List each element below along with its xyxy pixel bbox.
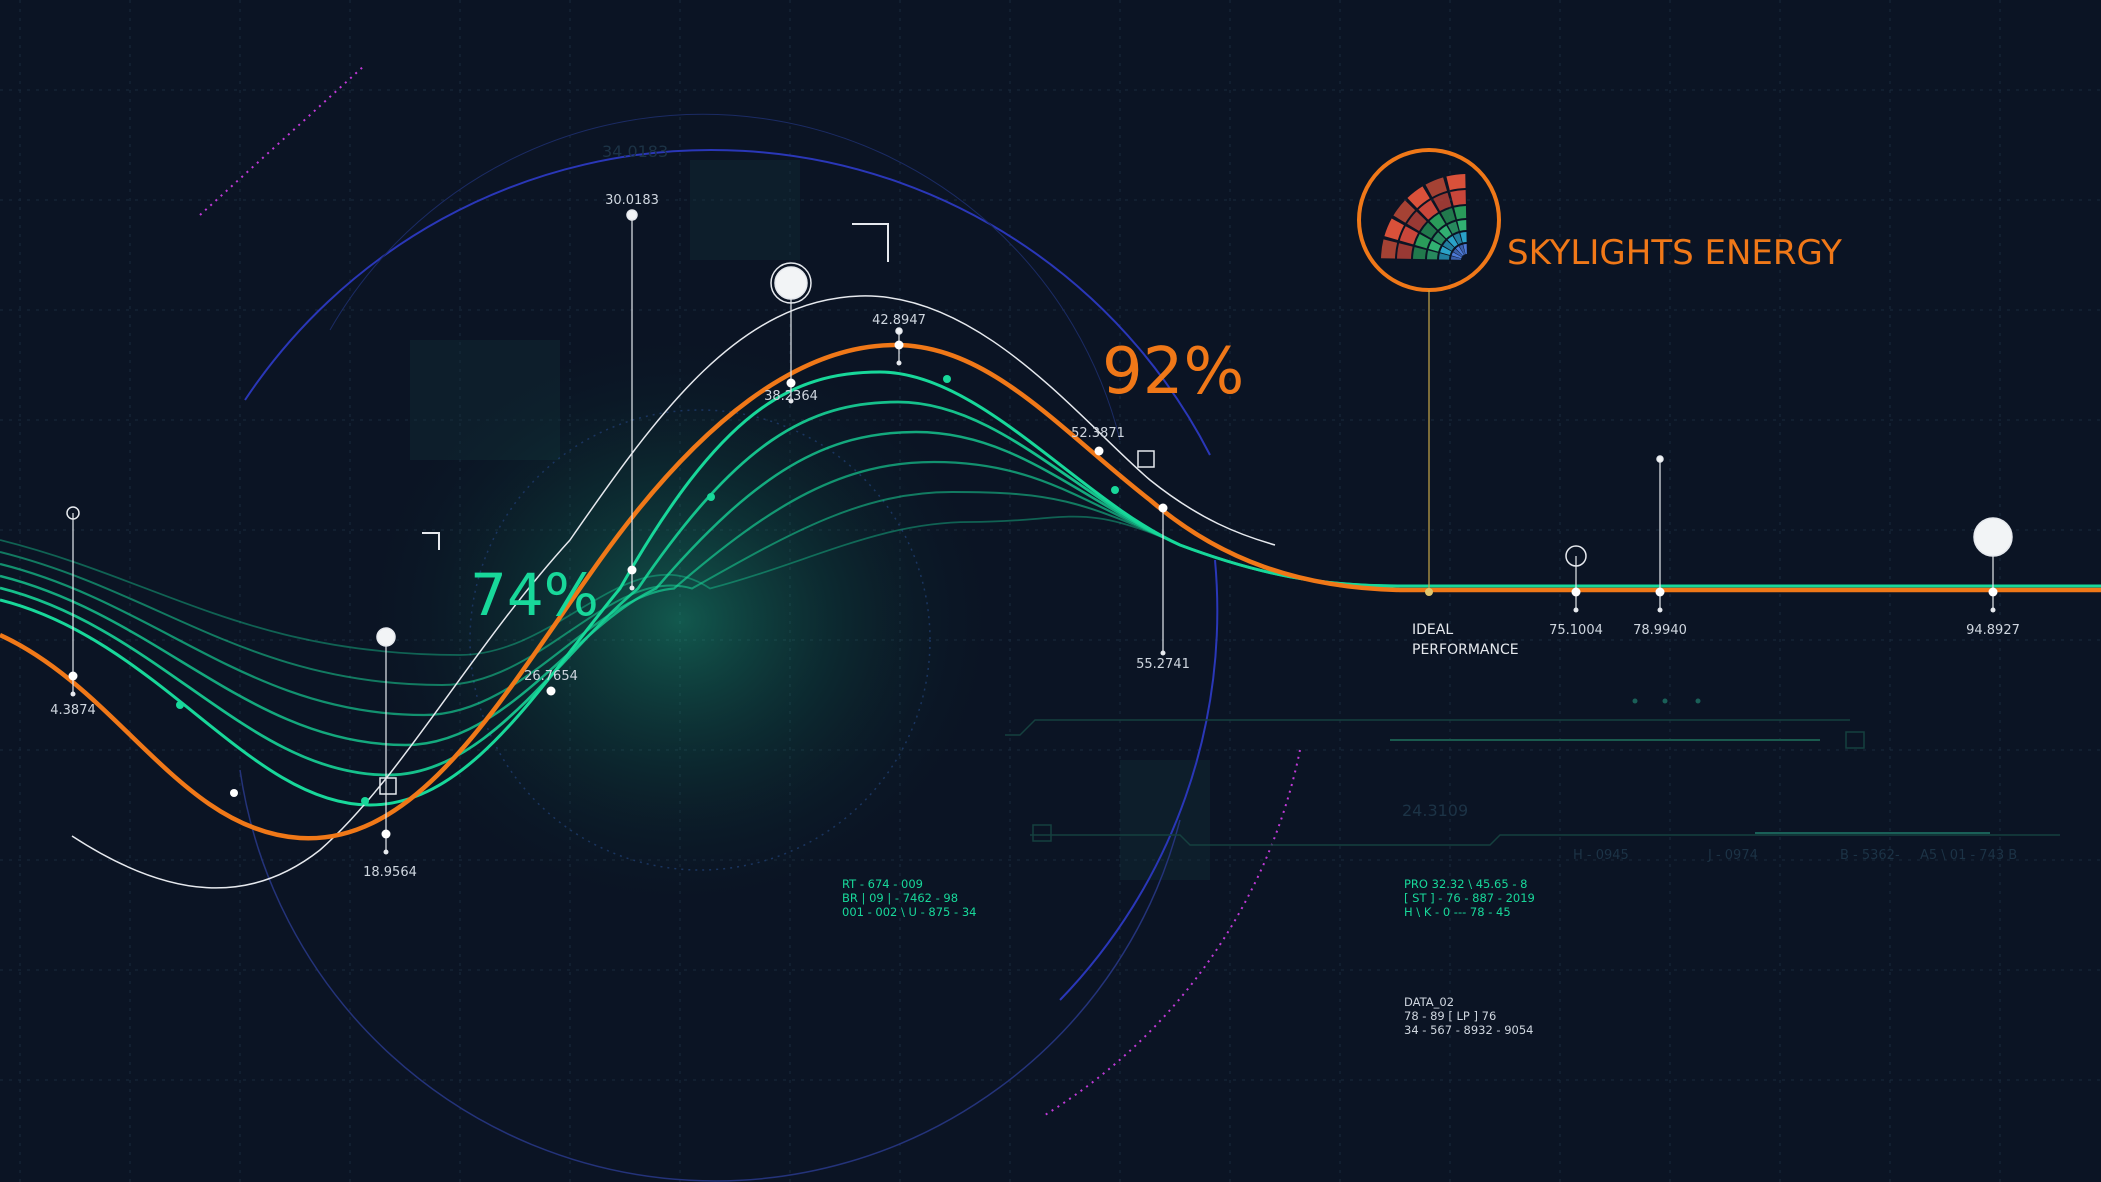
green-glow bbox=[350, 320, 1010, 920]
green-curve-6 bbox=[0, 515, 1401, 656]
ghost-row-3: B - 5362- bbox=[1840, 848, 1900, 863]
point-value-label: 94.8927 bbox=[1966, 623, 2020, 638]
corner-brackets bbox=[422, 223, 889, 550]
point-dot bbox=[381, 829, 391, 839]
point-marker-top bbox=[1565, 545, 1587, 567]
point-value-label: 18.9564 bbox=[363, 865, 417, 880]
ghost-text: 34.0183 24.3109 H - 0945 J - 0974 B - 53… bbox=[602, 142, 2017, 863]
ideal-label-line1: IDEAL bbox=[1412, 622, 1453, 638]
green-curve-5 bbox=[0, 490, 1401, 687]
data-point-7: 52.3871 bbox=[1071, 426, 1125, 456]
data-block-1: RT - 674 - 009 BR | 09 | - 7462 - 98 001… bbox=[842, 877, 976, 919]
data-block-2: PRO 32.32 \ 45.65 - 8 [ ST ] - 76 - 887 … bbox=[1404, 877, 1535, 919]
data-point-5: 38.2364 bbox=[764, 262, 818, 404]
green-curves bbox=[0, 370, 1401, 807]
svg-text:34 - 567 - 8932 - 9054: 34 - 567 - 8932 - 9054 bbox=[1404, 1023, 1534, 1037]
point-value-label: 52.3871 bbox=[1071, 426, 1125, 441]
ideal-label-line2: PERFORMANCE bbox=[1412, 642, 1519, 658]
svg-text:DATA_02: DATA_02 bbox=[1404, 995, 1454, 1009]
curve-markers bbox=[176, 375, 1155, 805]
data-point-2: 18.9564 bbox=[363, 627, 417, 880]
ghost-value-mid: 24.3109 bbox=[1402, 801, 1468, 820]
svg-text:RT - 674 - 009: RT - 674 - 009 bbox=[842, 877, 923, 891]
square-marker-right bbox=[1137, 450, 1155, 468]
radar-rings bbox=[199, 64, 1301, 1182]
point-dot bbox=[68, 671, 78, 681]
data-point-6: 42.8947 bbox=[872, 313, 926, 366]
point-marker-top bbox=[626, 209, 638, 221]
point-dot bbox=[1158, 503, 1168, 513]
svg-text:001 - 002 \ U - 875 - 34: 001 - 002 \ U - 875 - 34 bbox=[842, 905, 976, 919]
point-dot bbox=[1571, 587, 1581, 597]
data-point-4: 26.7654 bbox=[524, 669, 578, 696]
svg-text:78 - 89 [ LP ] 76: 78 - 89 [ LP ] 76 bbox=[1404, 1009, 1496, 1023]
point-value-label: 78.9940 bbox=[1633, 623, 1687, 638]
data-point-10: 78.9940 bbox=[1633, 455, 1687, 638]
svg-text:BR | 09 | - 7462 - 98: BR | 09 | - 7462 - 98 bbox=[842, 891, 958, 905]
point-marker-top bbox=[774, 266, 808, 300]
data-point-9: 75.1004 bbox=[1549, 545, 1603, 638]
tech-lines bbox=[1005, 698, 2060, 846]
point-dot bbox=[1655, 587, 1665, 597]
point-dot bbox=[1988, 587, 1998, 597]
point-value-label: 26.7654 bbox=[524, 669, 578, 684]
brand-name: SKYLIGHTS ENERGY bbox=[1507, 233, 1842, 273]
ghost-value-top: 34.0183 bbox=[602, 142, 668, 161]
data-block-3: DATA_02 78 - 89 [ LP ] 76 34 - 567 - 893… bbox=[1404, 995, 1534, 1037]
point-marker-top bbox=[1656, 455, 1664, 463]
radial-fan-logo-icon bbox=[1381, 174, 1467, 260]
percent-74-label: 74% bbox=[470, 561, 599, 629]
point-marker-top bbox=[66, 506, 80, 520]
svg-text:[ ST ] - 76 - 887 - 2019: [ ST ] - 76 - 887 - 2019 bbox=[1404, 891, 1535, 905]
point-value-label: 30.0183 bbox=[605, 193, 659, 208]
point-value-label: 55.2741 bbox=[1136, 657, 1190, 672]
point-dot bbox=[894, 340, 904, 350]
ghost-row-4: A5 \ 01 - 743 B bbox=[1920, 848, 2017, 863]
ghost-row-2: J - 0974 bbox=[1707, 848, 1758, 863]
percent-92-label: 92% bbox=[1102, 335, 1244, 409]
brand-logo bbox=[1357, 148, 1501, 596]
point-dot bbox=[1094, 446, 1104, 456]
point-dot bbox=[627, 565, 637, 575]
point-marker-top bbox=[1973, 517, 2013, 557]
white-reference-curve bbox=[71, 295, 1276, 889]
point-dot bbox=[546, 686, 556, 696]
point-value-label: 4.3874 bbox=[50, 703, 96, 718]
data-point-3: 30.0183 bbox=[605, 193, 659, 591]
point-value-label: 38.2364 bbox=[764, 389, 818, 404]
data-point-1: 4.3874 bbox=[50, 506, 96, 718]
data-points: 4.3874 18.9564 30.0183 26.7654 38.2364 42.894… bbox=[50, 193, 2020, 880]
point-dot bbox=[786, 378, 796, 388]
svg-text:PRO 32.32 \ 45.65 - 8: PRO 32.32 \ 45.65 - 8 bbox=[1404, 877, 1527, 891]
point-marker-top bbox=[895, 327, 903, 335]
ghost-row-1: H - 0945 bbox=[1573, 848, 1629, 863]
data-point-8: 55.2741 bbox=[1136, 503, 1190, 672]
point-marker-top bbox=[376, 627, 396, 647]
data-point-11: 94.8927 bbox=[1966, 517, 2020, 638]
svg-text:H \ K - 0 --- 78 - 45: H \ K - 0 --- 78 - 45 bbox=[1404, 905, 1511, 919]
point-value-label: 75.1004 bbox=[1549, 623, 1603, 638]
square-marker-left bbox=[379, 777, 397, 795]
point-value-label: 42.8947 bbox=[872, 313, 926, 328]
